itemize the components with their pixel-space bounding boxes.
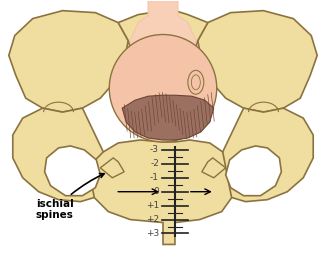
Ellipse shape — [188, 70, 204, 94]
Text: -1: -1 — [150, 173, 159, 182]
Text: +1: +1 — [146, 201, 159, 210]
Polygon shape — [198, 11, 317, 112]
Polygon shape — [100, 158, 124, 178]
Polygon shape — [90, 140, 232, 244]
Text: +2: +2 — [146, 215, 159, 224]
Polygon shape — [122, 95, 214, 140]
Polygon shape — [13, 108, 110, 202]
Polygon shape — [226, 146, 281, 196]
Polygon shape — [9, 11, 128, 112]
Text: 0: 0 — [153, 187, 159, 196]
Text: -2: -2 — [150, 159, 159, 168]
Polygon shape — [216, 108, 313, 202]
Polygon shape — [118, 11, 208, 118]
Text: +3: +3 — [146, 229, 159, 238]
Circle shape — [109, 35, 217, 142]
Text: -3: -3 — [150, 146, 159, 154]
Text: ischial
spines: ischial spines — [36, 174, 104, 220]
Polygon shape — [45, 146, 100, 196]
Polygon shape — [130, 1, 196, 118]
Polygon shape — [202, 158, 226, 178]
